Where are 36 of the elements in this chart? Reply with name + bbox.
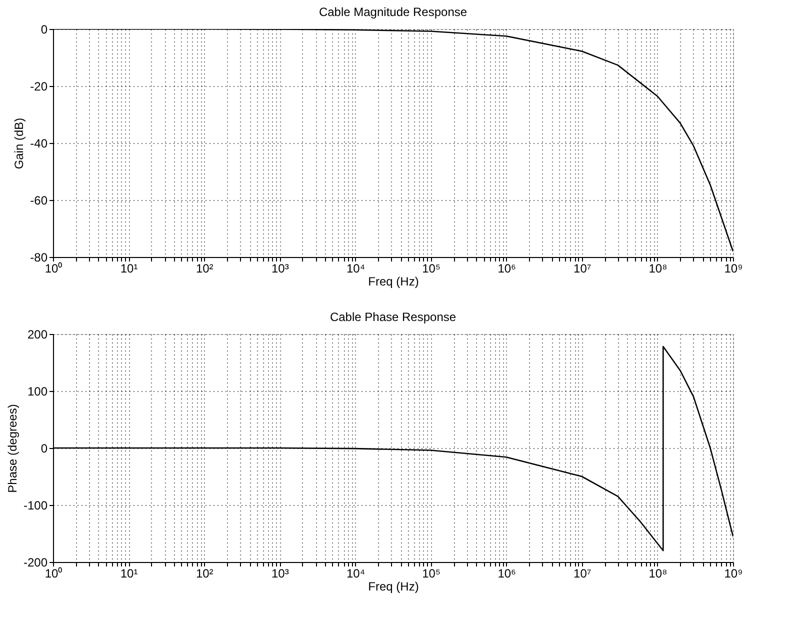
y-tick-label: -20: [30, 80, 48, 94]
y-tick-label: 0: [40, 22, 48, 36]
x-tick-label: 10³: [271, 262, 289, 276]
x-tick-label: 10²: [196, 262, 214, 276]
x-tick-label: 10¹: [120, 566, 138, 580]
x-tick-label: 10⁷: [574, 566, 592, 580]
y-axis-title: Phase (degrees): [5, 404, 20, 493]
x-tick-label: 10⁰: [44, 566, 62, 580]
x-tick-label: 10⁸: [648, 262, 668, 276]
x-tick-label: 10²: [196, 566, 214, 580]
x-tick-label: 10⁸: [648, 566, 668, 580]
x-tick-label: 10⁶: [498, 566, 516, 580]
x-tick-label: 10⁷: [574, 262, 592, 276]
x-tick-label: 10⁹: [724, 566, 743, 580]
y-tick-label: -80: [30, 250, 48, 264]
y-tick-label: 200: [27, 328, 48, 342]
y-tick-label: -40: [30, 136, 48, 150]
y-tick-label: -60: [30, 194, 48, 208]
x-axis-title: Freq (Hz): [368, 580, 419, 594]
chart-title: Cable Phase Response: [330, 310, 456, 324]
y-axis-title: Gain (dB): [12, 118, 26, 170]
y-tick-label: 100: [27, 384, 48, 398]
y-tick-label: -200: [23, 556, 48, 570]
x-tick-label: 10⁰: [44, 262, 62, 276]
x-tick-label: 10¹: [120, 262, 138, 276]
chart-title: Cable Magnitude Response: [318, 5, 468, 19]
x-tick-label: 10⁶: [498, 262, 516, 276]
x-tick-label: 10⁴: [346, 262, 365, 276]
x-axis-title: Freq (Hz): [368, 274, 419, 288]
y-tick-label: 0: [40, 442, 48, 456]
x-tick-label: 10⁴: [346, 566, 365, 580]
y-tick-label: -100: [23, 498, 48, 512]
x-tick-label: 10⁹: [724, 262, 743, 276]
x-tick-label: 10⁵: [422, 262, 440, 276]
x-tick-label: 10⁵: [422, 566, 440, 580]
x-tick-label: 10³: [271, 566, 289, 580]
